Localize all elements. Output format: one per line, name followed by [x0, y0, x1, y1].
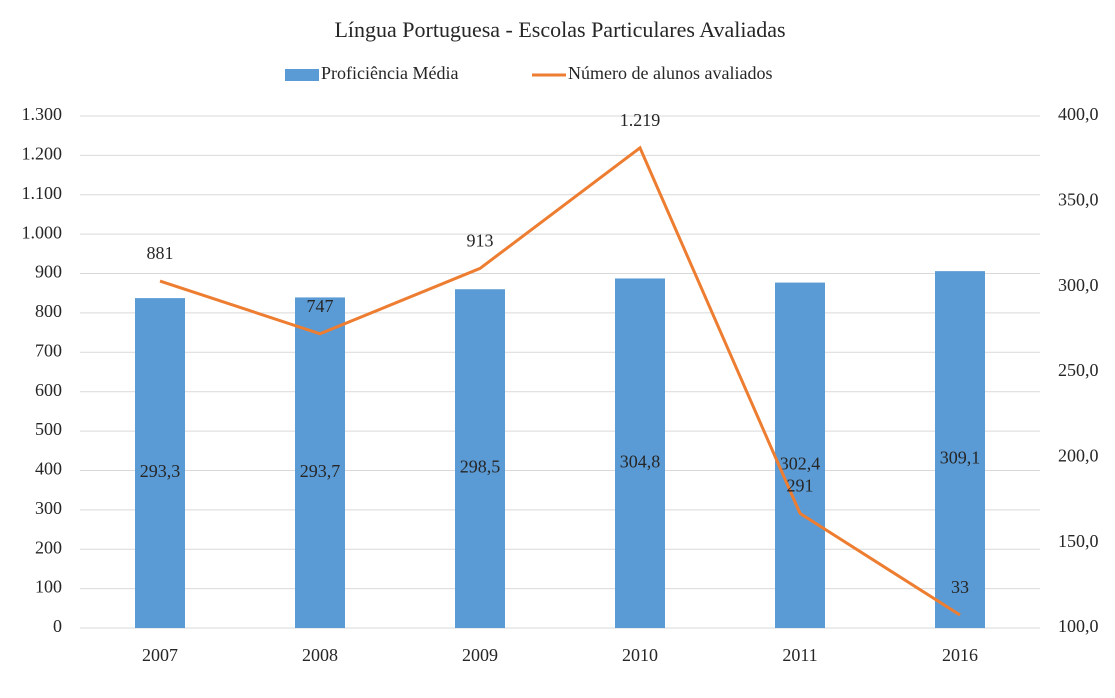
y-tick-label: 1.000 [22, 222, 63, 242]
legend-label: Número de alunos avaliados [568, 63, 772, 83]
x-tick-label: 2016 [942, 645, 978, 665]
y-tick-label: 1.100 [22, 183, 63, 203]
bar [615, 278, 665, 628]
y-tick-label: 700 [35, 340, 62, 360]
bar-value-label: 309,1 [940, 448, 981, 468]
y-tick-label: 100 [35, 577, 62, 597]
y-tick-label: 1.300 [22, 104, 63, 124]
x-tick-label: 2008 [302, 645, 338, 665]
bar [135, 298, 185, 628]
y2-tick-label: 150,0 [1058, 531, 1099, 551]
y-tick-label: 0 [53, 616, 62, 636]
y2-tick-label: 300,0 [1058, 275, 1099, 295]
bar-value-label: 293,3 [140, 461, 181, 481]
line-value-label: 747 [307, 296, 334, 316]
bar [295, 297, 345, 628]
y-tick-label: 900 [35, 262, 62, 282]
line-value-label: 1.219 [620, 110, 661, 130]
line-value-label: 913 [467, 231, 494, 251]
y-tick-label: 200 [35, 537, 62, 557]
x-tick-label: 2011 [782, 645, 817, 665]
x-tick-label: 2007 [142, 645, 178, 665]
line-value-label: 881 [147, 243, 174, 263]
y-tick-label: 600 [35, 380, 62, 400]
y2-tick-label: 250,0 [1058, 360, 1099, 380]
y2-tick-label: 100,0 [1058, 616, 1099, 636]
legend-swatch [285, 69, 319, 81]
y-tick-label: 300 [35, 498, 62, 518]
legend-label: Proficiência Média [321, 63, 458, 83]
y2-tick-label: 350,0 [1058, 189, 1099, 209]
y2-tick-label: 400,0 [1058, 104, 1099, 124]
y-tick-label: 500 [35, 419, 62, 439]
bar-value-label: 298,5 [460, 457, 501, 477]
bar [455, 289, 505, 628]
line-value-label: 33 [951, 577, 969, 597]
bar [775, 282, 825, 628]
line-value-label: 291 [787, 476, 814, 496]
bar-value-label: 293,7 [300, 461, 341, 481]
x-tick-label: 2009 [462, 645, 498, 665]
y-tick-label: 400 [35, 459, 62, 479]
chart-title: Língua Portuguesa - Escolas Particulares… [334, 17, 785, 42]
x-tick-label: 2010 [622, 645, 658, 665]
y-tick-label: 1.200 [22, 144, 63, 164]
y-tick-label: 800 [35, 301, 62, 321]
y2-tick-label: 200,0 [1058, 445, 1099, 465]
bar [935, 271, 985, 628]
bar-value-label: 302,4 [780, 453, 821, 473]
bar-value-label: 304,8 [620, 451, 661, 471]
line [159, 145, 961, 617]
